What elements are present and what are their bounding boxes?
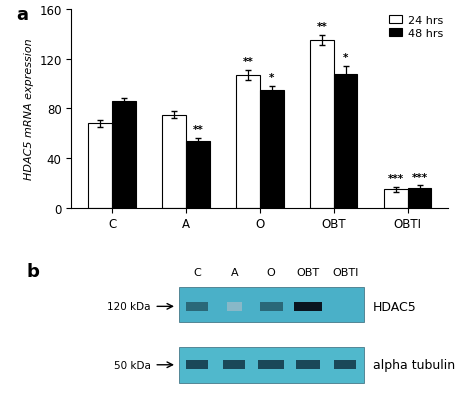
Bar [236, 76, 259, 208]
Text: **: ** [316, 22, 327, 32]
Text: **: ** [242, 57, 253, 67]
Text: *: * [269, 73, 274, 83]
Text: ***: *** [387, 173, 403, 183]
Bar [334, 360, 355, 369]
Bar [226, 302, 241, 311]
Bar [185, 141, 209, 208]
Bar [333, 75, 357, 208]
Bar [295, 360, 320, 369]
Y-axis label: HDAC5 mRNA expression: HDAC5 mRNA expression [23, 38, 34, 180]
Text: ***: *** [410, 172, 427, 182]
Text: O: O [266, 267, 275, 277]
Legend: 24 hrs, 48 hrs: 24 hrs, 48 hrs [388, 16, 442, 39]
Bar [383, 190, 407, 208]
Bar [186, 302, 208, 311]
Text: C: C [193, 267, 201, 277]
Text: **: ** [192, 125, 203, 135]
Bar [186, 360, 208, 369]
Text: 50 kDa: 50 kDa [113, 360, 150, 370]
Bar [293, 302, 322, 311]
Bar [259, 91, 283, 208]
Bar [407, 188, 431, 208]
Text: alpha tubulin: alpha tubulin [372, 358, 454, 371]
Bar [179, 347, 363, 383]
Bar [112, 101, 135, 208]
Bar [162, 115, 185, 208]
Text: *: * [342, 53, 347, 63]
Text: OBTI: OBTI [331, 267, 358, 277]
Bar [179, 287, 363, 323]
Text: a: a [17, 6, 28, 24]
Bar [223, 360, 245, 369]
Text: OBT: OBT [296, 267, 319, 277]
Text: b: b [26, 263, 39, 281]
Bar [88, 124, 112, 208]
Bar [309, 41, 333, 208]
Bar [257, 360, 284, 369]
Bar [259, 302, 282, 311]
Text: A: A [230, 267, 238, 277]
Text: HDAC5: HDAC5 [372, 300, 416, 313]
Text: 120 kDa: 120 kDa [107, 302, 150, 312]
